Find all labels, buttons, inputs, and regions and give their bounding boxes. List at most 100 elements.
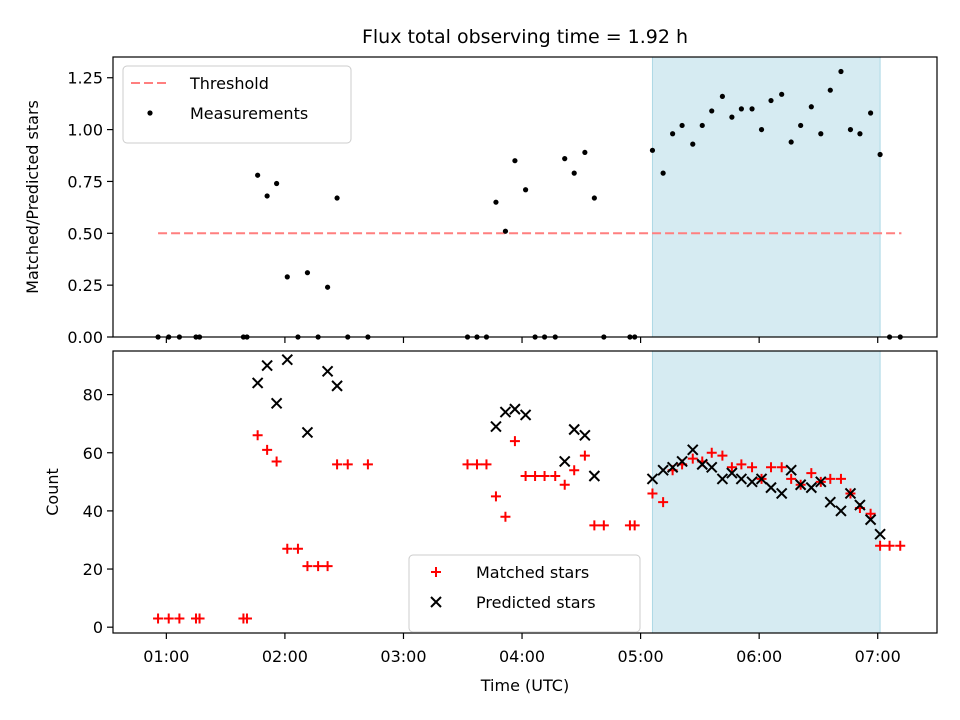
data-point bbox=[874, 528, 886, 540]
data-point bbox=[798, 122, 804, 129]
data-point bbox=[281, 354, 293, 366]
data-point bbox=[490, 420, 502, 433]
data-point bbox=[646, 473, 659, 485]
data-point bbox=[582, 149, 588, 156]
data-point bbox=[649, 147, 656, 153]
y-tick-label: 1.00 bbox=[67, 121, 103, 140]
legend-swatch bbox=[431, 567, 441, 577]
legend-box bbox=[122, 65, 352, 144]
data-point bbox=[522, 187, 529, 193]
data-point bbox=[788, 139, 794, 145]
data-point bbox=[598, 520, 609, 531]
data-point bbox=[735, 473, 748, 485]
y-tick-label: 0.25 bbox=[67, 276, 103, 295]
data-point bbox=[462, 459, 473, 470]
data-point bbox=[270, 397, 283, 410]
data-point bbox=[699, 122, 705, 129]
data-point bbox=[163, 613, 174, 624]
data-point bbox=[726, 467, 738, 479]
y-axis-label: Matched/Predicted stars bbox=[23, 100, 42, 294]
data-point bbox=[738, 106, 744, 112]
y-tick-label: 1.25 bbox=[67, 69, 103, 88]
data-point bbox=[854, 499, 866, 511]
data-point bbox=[490, 491, 501, 502]
data-point bbox=[194, 613, 205, 624]
data-point bbox=[334, 195, 340, 201]
data-point bbox=[794, 479, 807, 491]
legend-box bbox=[408, 554, 641, 633]
data-point bbox=[512, 158, 518, 164]
axes-frame bbox=[112, 350, 938, 634]
data-point bbox=[838, 68, 844, 75]
data-point bbox=[716, 473, 729, 485]
data-point bbox=[261, 359, 273, 372]
data-point bbox=[868, 110, 874, 116]
data-point bbox=[717, 450, 728, 461]
data-point bbox=[500, 511, 511, 522]
data-point bbox=[571, 170, 577, 176]
data-point bbox=[864, 513, 877, 526]
data-point bbox=[274, 180, 280, 187]
data-point bbox=[322, 561, 333, 572]
data-point bbox=[509, 403, 521, 415]
data-point bbox=[252, 430, 263, 441]
data-point bbox=[785, 464, 797, 476]
data-point bbox=[736, 459, 747, 470]
x-tick-label: 06:00 bbox=[736, 647, 782, 666]
data-point bbox=[282, 543, 293, 554]
y-tick-label: 80 bbox=[83, 386, 103, 405]
data-point bbox=[687, 453, 698, 464]
y-tick-label: 60 bbox=[83, 444, 103, 463]
data-point bbox=[342, 459, 353, 470]
data-point bbox=[499, 406, 512, 418]
data-point bbox=[153, 613, 164, 624]
data-point bbox=[519, 409, 532, 421]
data-point bbox=[251, 377, 264, 389]
data-point bbox=[255, 172, 261, 178]
data-point bbox=[579, 450, 590, 461]
data-point bbox=[304, 270, 311, 276]
y-tick-label: 40 bbox=[83, 502, 103, 521]
data-point bbox=[806, 468, 817, 479]
data-point bbox=[174, 613, 185, 624]
data-point bbox=[835, 505, 847, 517]
data-point bbox=[709, 108, 715, 114]
axes-frame bbox=[112, 56, 938, 338]
x-axis-label: Time (UTC) bbox=[480, 676, 569, 695]
x-tick-label: 07:00 bbox=[855, 647, 901, 666]
legend-swatch bbox=[430, 596, 442, 608]
data-point bbox=[815, 476, 827, 488]
legend: Threshold Measurements bbox=[122, 65, 352, 144]
y-tick-label: 0 bbox=[93, 618, 103, 637]
legend-label: Matched stars bbox=[476, 563, 589, 582]
data-point bbox=[818, 131, 824, 137]
data-point bbox=[666, 461, 679, 473]
data-point bbox=[670, 131, 676, 137]
data-point bbox=[539, 471, 550, 482]
data-point bbox=[825, 473, 836, 484]
x-tick-label: 04:00 bbox=[499, 647, 545, 666]
data-point bbox=[660, 170, 666, 176]
count-panel: 0 20 40 60 80 01:00 02:00 03:00 04:00 05:00 06:00 0… bbox=[43, 350, 938, 666]
y-tick-label: 0.00 bbox=[67, 328, 103, 347]
legend-label: Measurements bbox=[190, 104, 308, 123]
data-point bbox=[805, 481, 818, 494]
data-point bbox=[471, 459, 482, 470]
data-point bbox=[262, 444, 273, 455]
data-point bbox=[719, 93, 726, 100]
data-point bbox=[301, 426, 314, 439]
data-point bbox=[765, 481, 777, 494]
x-tick-label: 01:00 bbox=[143, 647, 189, 666]
data-point bbox=[550, 471, 561, 482]
y-tick-label: 0.75 bbox=[67, 172, 103, 191]
highlight-span bbox=[651, 56, 881, 338]
data-point bbox=[706, 447, 717, 458]
y-tick-label: 20 bbox=[83, 560, 103, 579]
data-point bbox=[746, 476, 758, 488]
data-point bbox=[747, 462, 758, 473]
data-point bbox=[875, 540, 886, 551]
data-point bbox=[676, 455, 688, 468]
data-point bbox=[264, 193, 270, 199]
data-point bbox=[865, 508, 876, 519]
data-point bbox=[313, 561, 324, 572]
